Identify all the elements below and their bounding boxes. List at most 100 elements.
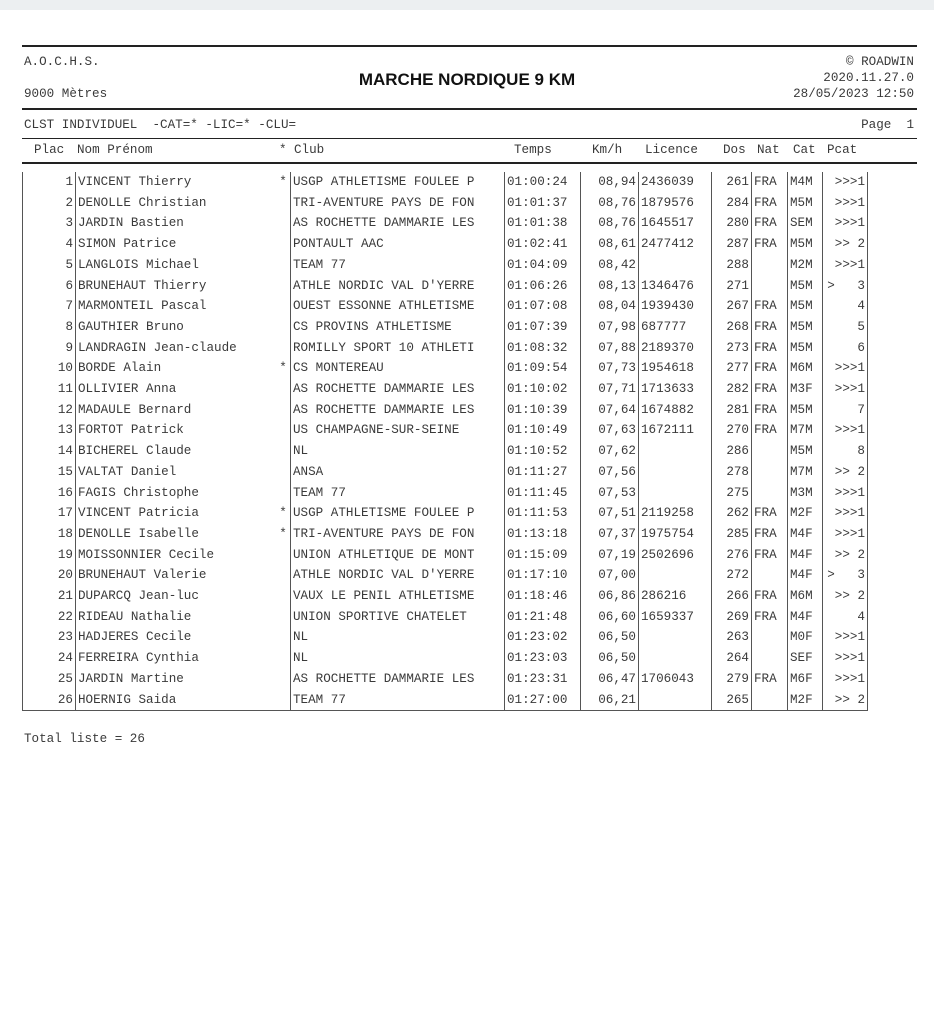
cell-name: FAGIS Christophe [75,482,276,504]
cell-dos: 282 [711,379,752,400]
cell-temps: 01:11:27 [504,461,581,483]
cell-kmh: 07,51 [580,503,639,524]
cell-nat [751,275,788,297]
cell-nat: FRA [751,296,788,317]
cell-kmh: 08,13 [580,275,639,297]
cell-plac: 19 [22,544,76,566]
cell-plac: 26 [22,689,76,712]
cell-star [276,648,291,669]
cell-licence [638,461,712,483]
cell-kmh: 07,71 [580,379,639,400]
cell-licence: 1939430 [638,296,712,317]
cell-dos: 285 [711,523,752,545]
table-row: 20 BRUNEHAUT Valerie ATHLE NORDIC VAL D'YE… [22,565,868,587]
cell-name: OLLIVIER Anna [75,379,276,400]
cell-plac: 10 [22,358,76,380]
cell-licence [638,627,712,649]
cell-dos: 287 [711,234,752,255]
cell-star [276,586,291,607]
page-title: MARCHE NORDIQUE 9 KM [358,70,576,89]
cell-dos: 288 [711,254,752,276]
table-row: 26 HOERNIG Saida TEAM 77 01:27:00 06,21 265 M2… [22,689,868,712]
cell-pcat: >>>1 [822,648,868,669]
cell-dos: 278 [711,461,752,483]
cell-star [276,420,291,441]
cell-plac: 7 [22,296,76,317]
cell-name: VINCENT Patricia [75,503,276,524]
cell-cat: M4M [787,172,823,193]
cell-name: DENOLLE Christian [75,192,276,214]
table-row: 11 OLLIVIER Anna AS ROCHETTE DAMMARIE LES 0… [22,379,868,400]
cell-kmh: 07,53 [580,482,639,504]
cell-temps: 01:17:10 [504,565,581,587]
cell-pcat: >>>1 [822,172,868,193]
cell-cat: M0F [787,627,823,649]
col-cat: Cat [793,143,816,157]
cell-club: ROMILLY SPORT 10 ATHLETI [290,337,505,359]
cell-plac: 6 [22,275,76,297]
cell-club: US CHAMPAGNE-SUR-SEINE [290,420,505,442]
cell-pcat: >>>1 [822,192,868,214]
cell-dos: 273 [711,337,752,359]
cell-pcat: 4 [822,606,868,628]
cell-club: NL [290,648,505,669]
organizer: A.O.C.H.S. [24,55,100,69]
cell-nat: FRA [751,192,788,214]
cell-pcat: > 3 [822,565,868,587]
table-row: 21 DUPARCQ Jean-luc VAUX LE PENIL ATHLETIS… [22,586,868,607]
cell-name: JARDIN Martine [75,668,276,690]
cell-star [276,565,291,586]
cell-star [276,193,291,214]
cell-nat: FRA [751,316,788,338]
page-number: Page 1 [861,118,914,132]
cell-kmh: 06,21 [580,689,639,712]
cell-licence: 1954618 [638,358,712,380]
cell-star [276,255,291,276]
cell-cat: M2F [787,689,823,712]
cell-nat: FRA [751,586,788,607]
cell-pcat: >>>1 [822,523,868,545]
cell-plac: 1 [22,172,76,193]
cell-name: GAUTHIER Bruno [75,316,276,338]
cell-cat: M5M [787,234,823,255]
cell-name: JARDIN Bastien [75,213,276,235]
cell-cat: M3M [787,482,823,504]
cell-club: VAUX LE PENIL ATHLETISME [290,586,505,607]
cell-pcat: 7 [822,399,868,421]
cell-pcat: >>>1 [822,420,868,442]
cell-pcat: >>>1 [822,668,868,690]
col-name: Nom Prénom [77,143,153,157]
cell-licence: 286216 [638,586,712,607]
cell-kmh: 08,42 [580,254,639,276]
cell-club: UNION SPORTIVE CHATELET [290,606,505,628]
cell-nat: FRA [751,503,788,524]
table-row: 17 VINCENT Patricia * USGP ATHLETISME FOULE… [22,503,868,524]
cell-plac: 20 [22,565,76,587]
cell-nat: FRA [751,213,788,235]
cell-dos: 275 [711,482,752,504]
cell-name: DENOLLE Isabelle [75,523,276,545]
table-row: 1 VINCENT Thierry * USGP ATHLETISME FOULEE … [22,172,868,193]
cell-cat: M6M [787,358,823,380]
cell-nat: FRA [751,379,788,400]
cell-licence: 1975754 [638,523,712,545]
cell-name: MARMONTEIL Pascal [75,296,276,317]
cell-licence [638,565,712,587]
cell-nat: FRA [751,523,788,545]
cell-licence [638,441,712,462]
cell-dos: 271 [711,275,752,297]
cell-licence: 687777 [638,316,712,338]
cell-star: * [279,361,287,376]
table-row: 13 FORTOT Patrick US CHAMPAGNE-SUR-SEINE 01… [22,420,868,442]
cell-temps: 01:23:02 [504,627,581,649]
cell-plac: 11 [22,379,76,400]
cell-pcat: >>>1 [822,627,868,649]
cell-temps: 01:02:41 [504,234,581,255]
cell-club: TEAM 77 [290,689,505,712]
header-rule [22,108,917,110]
cell-plac: 17 [22,503,76,524]
cell-star [276,379,291,400]
cell-pcat: 8 [822,441,868,462]
cell-nat [751,648,788,669]
cell-kmh: 07,56 [580,461,639,483]
